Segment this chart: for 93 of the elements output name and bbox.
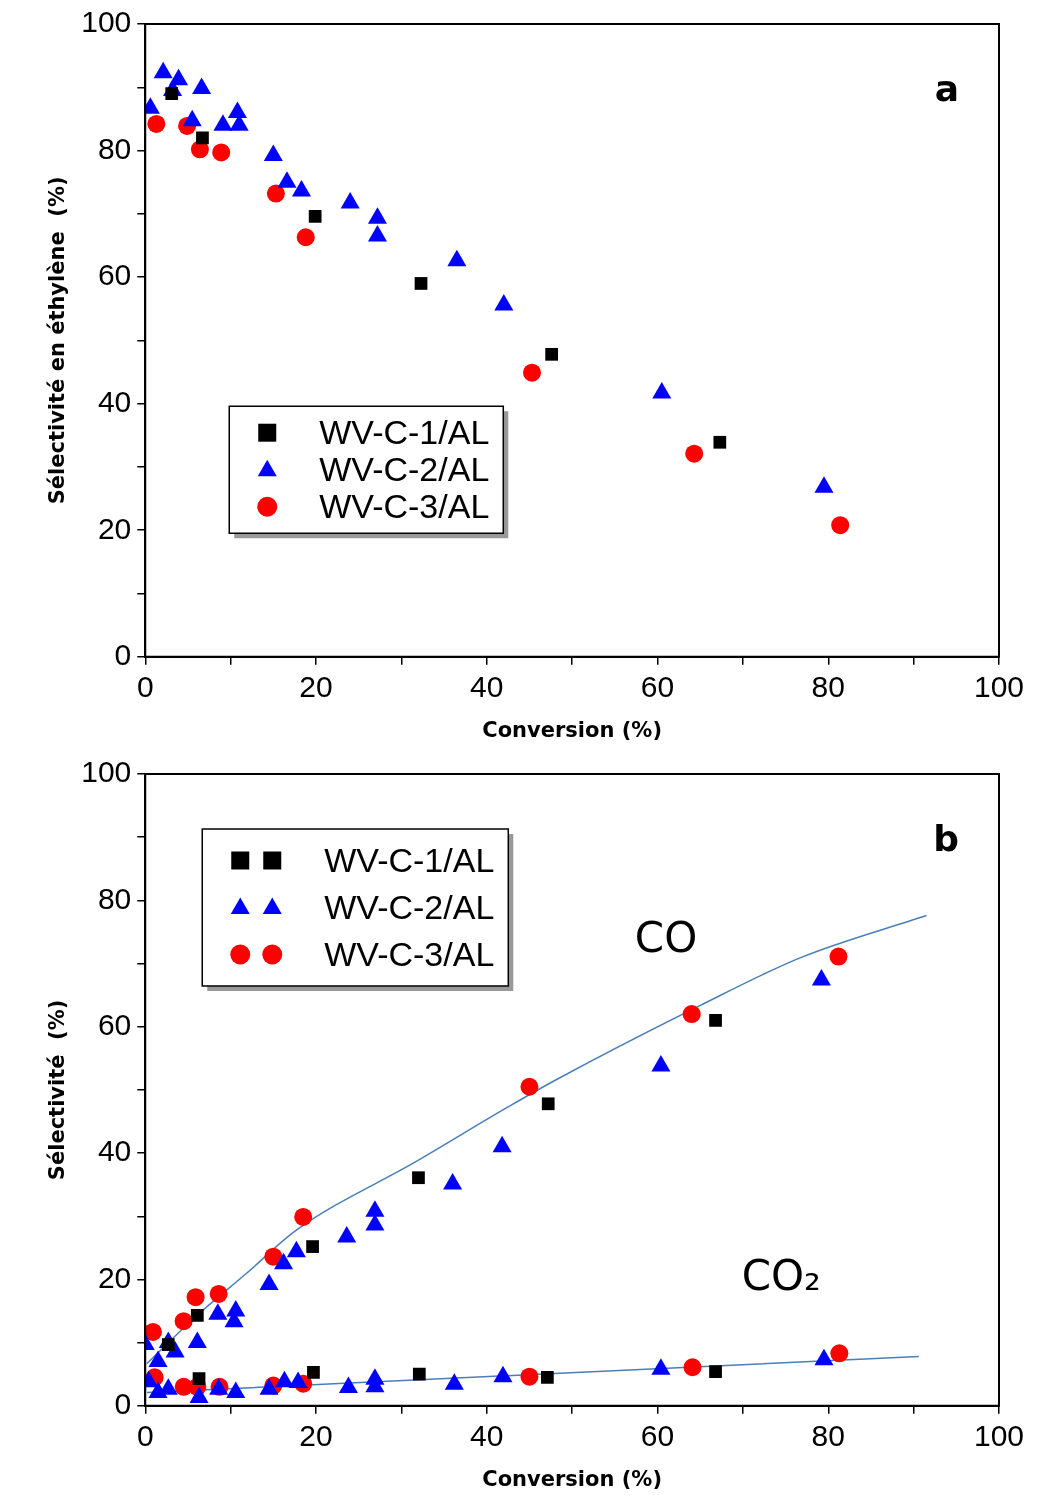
point [494,293,514,311]
legend-label: WV-C-3/AL [324,934,495,973]
point [541,1097,555,1111]
legend-label: WV-C-3/AL [319,487,490,526]
point [274,1370,294,1388]
x-tick-label: 40 [470,670,504,704]
point [288,1371,308,1388]
x-tick-label: 0 [136,1419,154,1453]
point [338,1376,358,1393]
x-tick-label: 60 [640,670,675,704]
point [713,435,727,449]
x-tick-label: 20 [299,1419,333,1453]
point [263,144,283,162]
point [831,516,850,535]
point [213,114,233,131]
point [447,249,467,267]
point [365,1200,385,1217]
point [208,1303,228,1320]
point [523,363,541,382]
x-tick-label: 80 [811,670,845,704]
point [226,1381,246,1399]
point [682,1005,701,1024]
x-tick-label: 100 [973,1419,1025,1453]
y-axis-title: Sélectivité (%) [45,999,70,1181]
legend-label: WV-C-2/AL [319,450,490,489]
y-tick-label: 80 [97,881,132,915]
y-tick-label: 0 [114,638,132,672]
point [545,347,558,361]
point [685,444,704,463]
point [266,184,285,203]
point [187,1331,207,1349]
legend-label: WV-C-1/AL [324,840,495,879]
annotation: a [934,68,959,110]
point [306,1240,319,1253]
x-axis-title: Conversion (%) [482,1466,662,1491]
point [291,180,312,197]
point [814,1348,834,1366]
point [709,1014,722,1027]
point [277,171,297,188]
point [264,1247,283,1266]
y-tick-label: 100 [81,5,132,39]
x-tick-label: 100 [973,670,1025,704]
y-tick-label: 100 [81,755,132,789]
point [367,224,387,242]
point [443,1173,463,1190]
point [259,1273,279,1290]
point [340,192,360,209]
annotation: CO₂ [741,1251,821,1301]
y-tick-label: 60 [97,258,132,292]
x-tick-label: 20 [299,670,333,704]
y-tick-label: 20 [97,511,132,545]
point [493,1365,513,1383]
point [209,1284,228,1303]
point [145,1322,162,1341]
point [147,114,166,133]
point [294,1207,313,1226]
point [286,1240,306,1258]
point [274,1252,294,1270]
x-tick-label: 40 [470,1419,504,1453]
legend-label: WV-C-1/AL [319,413,490,452]
y-tick-label: 60 [97,1007,132,1041]
point [651,1358,671,1375]
y-axis-title: Sélectivité en éthylène (%) [45,176,70,505]
x-axis-title: Conversion (%) [482,717,662,742]
point [296,228,315,247]
point [367,207,387,224]
point [444,1373,464,1390]
point [148,1350,168,1368]
point [153,61,173,79]
annotation: CO [634,913,698,963]
y-tick-label: 80 [97,131,132,165]
x-tick-label: 60 [640,1419,675,1453]
legend-label: WV-C-2/AL [324,887,495,926]
point [189,1386,209,1404]
y-tick-label: 40 [97,1134,132,1168]
point [414,277,428,290]
point [829,947,848,966]
point [492,1135,512,1153]
point [227,101,247,119]
point [412,1171,425,1185]
annotation: b [933,818,959,860]
point [337,1226,357,1243]
x-tick-label: 80 [811,1419,845,1453]
point [520,1077,539,1096]
y-tick-label: 0 [114,1387,132,1421]
point [365,1214,385,1231]
point [259,1378,279,1395]
point [308,210,322,223]
y-tick-label: 40 [97,384,132,418]
point [192,77,212,95]
y-tick-label: 20 [97,1260,132,1294]
point [182,109,202,127]
x-tick-label: 0 [136,670,154,704]
